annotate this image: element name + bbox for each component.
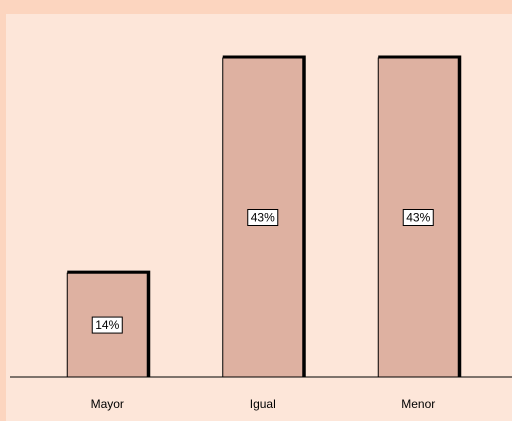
value-label: 43% xyxy=(251,211,275,225)
top-border xyxy=(0,0,512,14)
value-label-box xyxy=(402,209,434,226)
value-label: 14% xyxy=(95,318,119,332)
value-label-box xyxy=(91,316,123,334)
x-tick-label: Mayor xyxy=(91,397,124,411)
x-tick-label: Igual xyxy=(250,397,276,411)
x-tick-label: Menor xyxy=(401,397,435,411)
value-label: 43% xyxy=(406,211,430,225)
left-border xyxy=(0,0,6,421)
bar-shadow xyxy=(378,55,462,377)
top-gap xyxy=(0,14,512,18)
bar-shadow xyxy=(67,270,151,377)
value-label-box xyxy=(247,209,279,226)
bar-shadow xyxy=(222,55,306,377)
